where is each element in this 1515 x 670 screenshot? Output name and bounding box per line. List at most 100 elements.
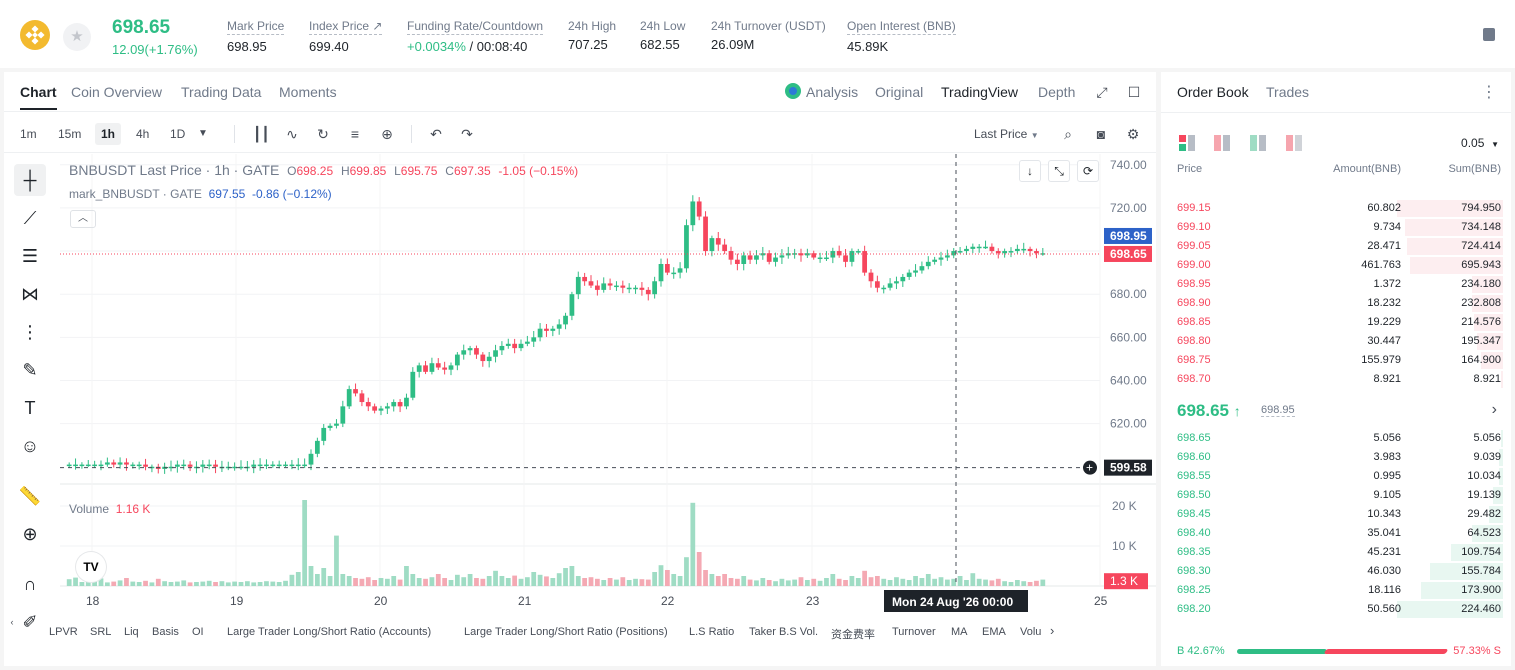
chevron-left-icon[interactable]: ‹	[10, 617, 14, 627]
indicator-item[interactable]: Liq	[124, 626, 139, 638]
chevron-right-icon[interactable]: ›	[1491, 401, 1497, 418]
crosshair-icon[interactable]: ┼	[14, 164, 46, 196]
gear-icon[interactable]: ⚙	[1126, 126, 1140, 142]
undo-icon[interactable]: ↶	[430, 126, 442, 142]
indicator-item[interactable]: EMA	[982, 626, 1006, 638]
tab-trades[interactable]: Trades	[1266, 84, 1310, 100]
bid-row[interactable]: 698.55 0.995 10.034	[1161, 467, 1511, 486]
text-icon[interactable]: T	[24, 398, 36, 418]
indicator-item[interactable]: Turnover	[892, 626, 936, 638]
price-chart[interactable]: 740.00720.00700.00680.00660.00640.00620.…	[60, 154, 1156, 666]
mid-price[interactable]: 698.65 ↑	[1177, 401, 1241, 421]
tab-coin-overview[interactable]: Coin Overview	[71, 84, 163, 100]
chevron-down-icon[interactable]: ▼	[198, 128, 208, 139]
volume-bar	[989, 580, 995, 586]
timeframe-15m[interactable]: 15m	[58, 127, 82, 141]
ask-sum: 234.180	[1461, 278, 1501, 290]
bid-row[interactable]: 698.20 50.560 224.460	[1161, 600, 1511, 619]
ask-row[interactable]: 699.05 28.471 724.414	[1161, 237, 1511, 256]
tab-order-book[interactable]: Order Book	[1177, 84, 1249, 100]
indicator-item[interactable]: MA	[951, 626, 968, 638]
stat-label[interactable]: Mark Price	[227, 19, 285, 35]
pattern-icon[interactable]: ⋈	[21, 284, 39, 304]
indicator-item[interactable]: L.S Ratio	[689, 626, 735, 638]
layout-icon[interactable]: ≡	[350, 126, 360, 142]
indicator-item[interactable]: LPVR	[49, 626, 78, 638]
indicator-item[interactable]: Basis	[152, 626, 179, 638]
legend-collapse-button[interactable]: ︿	[70, 210, 96, 228]
brush-icon[interactable]: ✎	[22, 360, 38, 380]
fullscreen-icon[interactable]: ⤡	[1048, 160, 1070, 182]
bid-row[interactable]: 698.30 46.030 155.784	[1161, 562, 1511, 581]
indicator-item[interactable]: Volu	[1020, 626, 1042, 638]
analysis-icon[interactable]	[785, 83, 801, 99]
bid-row[interactable]: 698.40 35.041 64.523	[1161, 524, 1511, 543]
window-icon[interactable]: ☐	[1127, 84, 1141, 100]
chevron-right-icon[interactable]: ›	[1050, 623, 1055, 638]
both-sides-mode-icon[interactable]	[1179, 135, 1195, 151]
asks-only-icon[interactable]	[1286, 135, 1302, 151]
more-vertical-icon[interactable]: ⋮	[1481, 84, 1497, 101]
bid-row[interactable]: 698.25 18.116 173.900	[1161, 581, 1511, 600]
reset-icon[interactable]: ⟳	[1077, 160, 1099, 182]
fib-icon[interactable]: ⋮	[21, 322, 39, 342]
bid-row[interactable]: 698.45 10.343 29.482	[1161, 505, 1511, 524]
price-source-select[interactable]: Last Price ▼	[974, 127, 1039, 141]
view-original[interactable]: Original	[875, 84, 924, 100]
trendline-icon[interactable]: ⟋	[23, 208, 37, 228]
camera-icon[interactable]: ◙	[1096, 126, 1106, 142]
stat-label[interactable]: Open Interest (BNB)	[847, 19, 956, 35]
ask-row[interactable]: 699.15 60.802 794.950	[1161, 199, 1511, 218]
bid-row[interactable]: 698.60 3.983 9.039	[1161, 448, 1511, 467]
add-alert-icon[interactable]: ⊕	[381, 126, 393, 142]
zoom-in-icon[interactable]: ⊕	[22, 524, 38, 544]
book-icon[interactable]	[1483, 28, 1495, 41]
favorite-star-icon[interactable]: ★	[63, 23, 91, 51]
timeframe-1d[interactable]: 1D	[170, 127, 186, 141]
tick-size-select[interactable]: 0.05 ▼	[1461, 136, 1499, 150]
ask-row[interactable]: 699.00 461.763 695.943	[1161, 256, 1511, 275]
indicator-item[interactable]: 资金费率	[831, 629, 875, 641]
indicator-item[interactable]: OI	[192, 626, 204, 638]
timeframe-1m[interactable]: 1m	[20, 127, 37, 141]
timeframe-4h[interactable]: 4h	[136, 127, 150, 141]
view-depth[interactable]: Depth	[1038, 84, 1076, 100]
timeframe-1h[interactable]: 1h	[95, 123, 122, 145]
stat-label[interactable]: Index Price ↗	[309, 19, 383, 35]
search-icon[interactable]: ⌕	[1064, 126, 1072, 142]
ruler-icon[interactable]: 📏	[18, 486, 42, 506]
indicator-item[interactable]: SRL	[90, 626, 112, 638]
tab-trading-data[interactable]: Trading Data	[181, 84, 262, 100]
ask-row[interactable]: 698.85 19.229 214.576	[1161, 313, 1511, 332]
replay-icon[interactable]: ↻	[317, 126, 329, 142]
indicator-item[interactable]: Large Trader Long/Short Ratio (Accounts)	[227, 626, 432, 638]
magnet-icon[interactable]: ∩	[23, 574, 37, 594]
stat-label[interactable]: Funding Rate/Countdown	[407, 19, 544, 35]
tab-moments[interactable]: Moments	[279, 84, 337, 100]
ask-row[interactable]: 698.95 1.372 234.180	[1161, 275, 1511, 294]
indicator-item[interactable]: Large Trader Long/Short Ratio (Positions…	[464, 626, 668, 638]
view-analysis[interactable]: Analysis	[806, 84, 859, 100]
bids-mode-icon[interactable]	[1250, 135, 1266, 151]
indicator-item[interactable]: Taker B.S Vol.	[749, 626, 819, 638]
pencil-lock-icon[interactable]: ✐	[22, 612, 38, 632]
volume-bar	[734, 578, 740, 586]
redo-icon[interactable]: ↷	[461, 126, 473, 142]
ask-row[interactable]: 698.70 8.921 8.921	[1161, 370, 1511, 389]
ask-row[interactable]: 698.80 30.447 195.347	[1161, 332, 1511, 351]
indicators-icon[interactable]: ∿	[286, 126, 298, 142]
expand-icon[interactable]: ⤢	[1096, 84, 1108, 100]
tab-chart[interactable]: Chart	[20, 84, 57, 110]
candle-type-icon[interactable]: ┃┃	[253, 126, 270, 142]
horizontal-lines-icon[interactable]: ☰	[21, 246, 39, 266]
view-tradingview[interactable]: TradingView	[941, 84, 1019, 100]
arrow-down-icon[interactable]: ↓	[1019, 160, 1041, 182]
asks-mode-icon[interactable]	[1214, 135, 1230, 151]
bid-row[interactable]: 698.35 45.231 109.754	[1161, 543, 1511, 562]
bid-row[interactable]: 698.50 9.105 19.139	[1161, 486, 1511, 505]
bid-row[interactable]: 698.65 5.056 5.056	[1161, 429, 1511, 448]
ask-row[interactable]: 698.75 155.979 164.900	[1161, 351, 1511, 370]
emoji-icon[interactable]: ☺	[20, 436, 40, 456]
ask-row[interactable]: 699.10 9.734 734.148	[1161, 218, 1511, 237]
ask-row[interactable]: 698.90 18.232 232.808	[1161, 294, 1511, 313]
